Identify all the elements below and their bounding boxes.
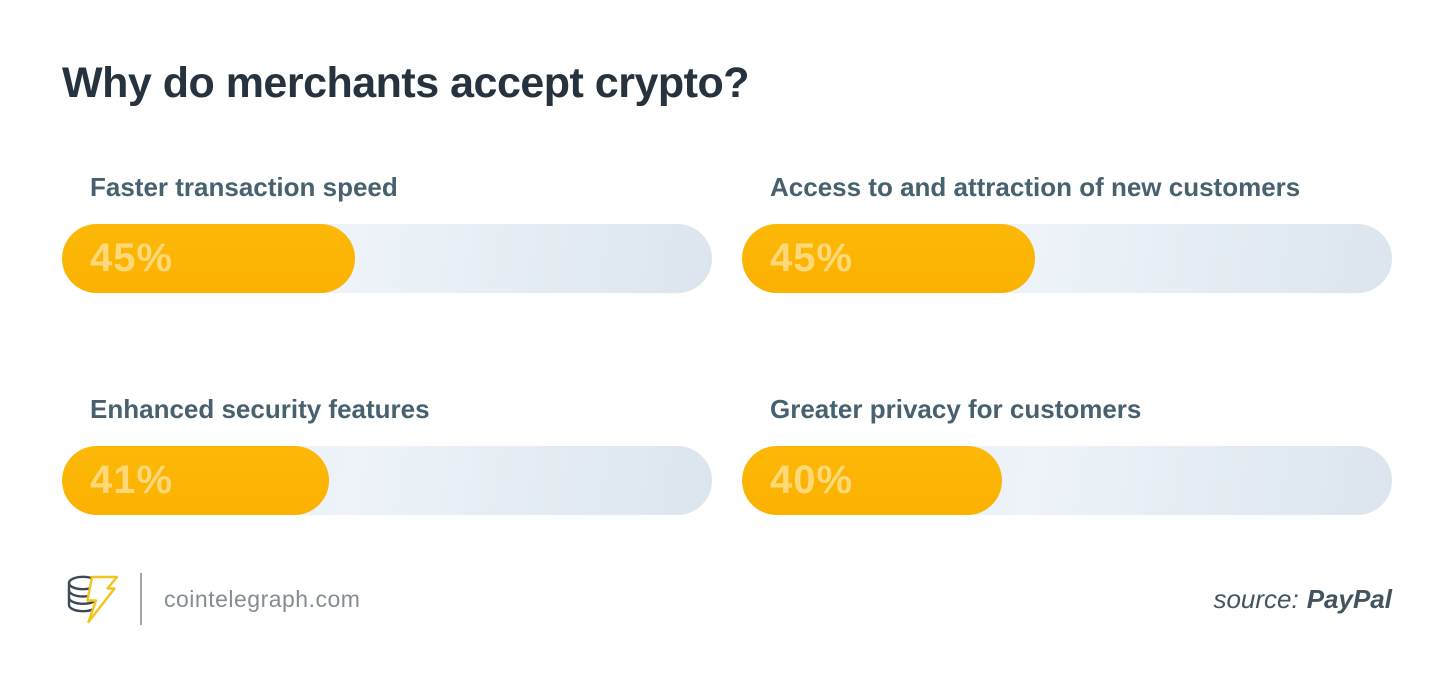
page-title: Why do merchants accept crypto? bbox=[62, 59, 750, 107]
bar-value-label: 40% bbox=[770, 458, 854, 503]
cointelegraph-logo-icon bbox=[62, 569, 122, 629]
bar-label: Greater privacy for customers bbox=[770, 394, 1142, 425]
bar-label: Enhanced security features bbox=[90, 394, 430, 425]
bar-value-label: 45% bbox=[770, 236, 854, 281]
bar-group-new-customers: Access to and attraction of new customer… bbox=[742, 172, 1392, 294]
bar-value-label: 45% bbox=[90, 236, 174, 281]
bar-fill: 41% bbox=[62, 446, 329, 516]
cointelegraph-brand: cointelegraph.com bbox=[62, 569, 360, 629]
bar-value-label: 41% bbox=[90, 458, 174, 503]
bar-label: Faster transaction speed bbox=[90, 172, 398, 203]
bar-chart: Faster transaction speed 45% Access to a… bbox=[62, 172, 1392, 516]
footer: cointelegraph.com source: PayPal bbox=[62, 569, 1392, 629]
bar-label: Access to and attraction of new customer… bbox=[770, 172, 1301, 203]
bar-group-privacy: Greater privacy for customers 40% bbox=[742, 394, 1392, 516]
site-name: cointelegraph.com bbox=[164, 585, 361, 612]
bar-fill: 45% bbox=[742, 224, 1035, 294]
footer-divider bbox=[140, 573, 142, 626]
bar-track: 45% bbox=[742, 224, 1392, 294]
source-value: PayPal bbox=[1306, 583, 1392, 614]
source-label: source: bbox=[1213, 583, 1299, 614]
bar-group-faster-transaction-speed: Faster transaction speed 45% bbox=[62, 172, 712, 294]
bar-track: 41% bbox=[62, 446, 712, 516]
bar-track: 45% bbox=[62, 224, 712, 294]
bar-fill: 40% bbox=[742, 446, 1002, 516]
source-credit: source: PayPal bbox=[1213, 584, 1392, 615]
bar-fill: 45% bbox=[62, 224, 355, 294]
bar-track: 40% bbox=[742, 446, 1392, 516]
bar-group-security-features: Enhanced security features 41% bbox=[62, 394, 712, 516]
